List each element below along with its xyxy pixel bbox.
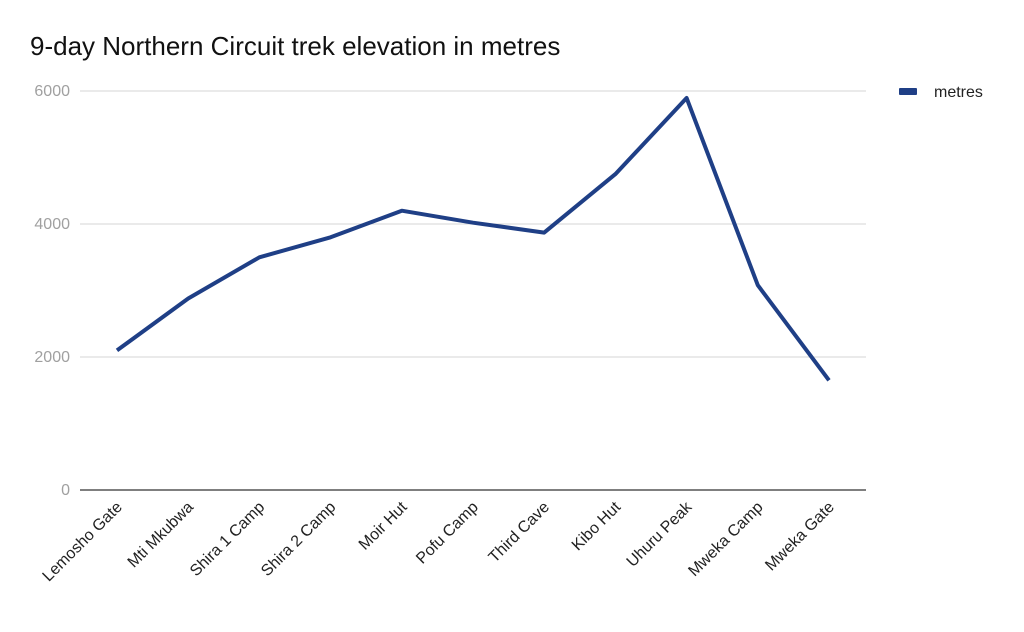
y-tick-label: 0 [61,482,70,499]
chart-title: 9-day Northern Circuit trek elevation in… [30,31,560,61]
y-axis-tick-labels: 0 2000 4000 6000 [34,83,70,499]
x-tick-label: Mti Mkubwa [125,499,197,571]
x-tick-label: Lemosho Gate [40,499,126,585]
x-tick-label: Mweka Camp [685,499,766,580]
legend-label-metres: metres [934,84,983,101]
x-tick-label: Mweka Gate [762,499,838,575]
y-tick-label: 4000 [34,216,70,233]
x-tick-label: Shira 2 Camp [258,499,339,580]
legend-swatch-metres [899,88,917,95]
series-line-metres [115,96,831,382]
x-tick-label: Kibo Hut [569,498,625,554]
x-tick-label: Shira 1 Camp [187,499,268,580]
y-tick-label: 2000 [34,349,70,366]
x-tick-label: Uhuru Peak [624,498,696,570]
x-tick-label: Pofu Camp [413,499,482,568]
x-tick-label: Third Cave [486,499,553,566]
legend[interactable]: metres [899,84,983,101]
y-tick-label: 6000 [34,83,70,100]
x-tick-label: Moir Hut [356,498,411,553]
